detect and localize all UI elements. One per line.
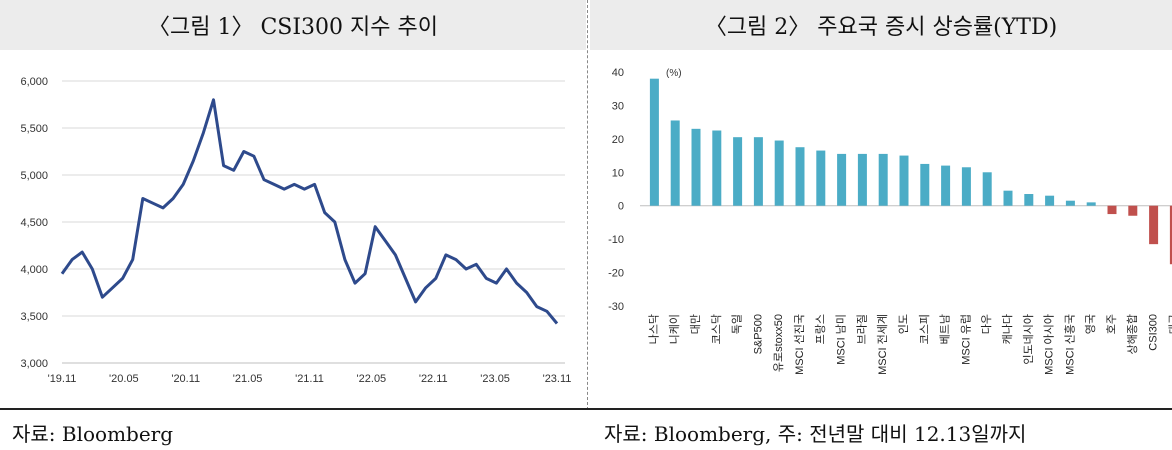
category-label: 코스피 [918, 314, 931, 344]
figure-2-source: 자료: Bloomberg, 주: 전년말 대비 12.13일까지 [604, 422, 1027, 446]
category-label: MSCI 신흥국 [1062, 314, 1076, 375]
y-tick-label: 4,000 [20, 264, 48, 276]
category-label: 영국 [1084, 314, 1097, 334]
bar [795, 147, 805, 206]
category-label: 호주 [1105, 314, 1118, 334]
x-tick-label: '21.11 [295, 373, 324, 385]
bar [816, 150, 826, 206]
csi300-line-chart: 3,000 3,500 4,000 4,500 5,000 5,500 6,000 '19.1… [20, 76, 572, 385]
category-label: 유로stoxx50 [772, 314, 785, 372]
y-tick-label: 3,000 [20, 358, 48, 370]
x-tick-label: '23.11 [543, 373, 572, 385]
bar [899, 155, 909, 206]
category-label: CSI300 [1148, 314, 1160, 351]
bar [920, 163, 930, 206]
panel-divider [587, 0, 588, 410]
y-tick-label: -20 [608, 268, 624, 280]
figure-1-panel: 〈그림 1〉 CSI300 지수 추이 3,000 3,500 4,000 4,500… [0, 0, 586, 410]
category-label: MSCI 유럽 [958, 314, 972, 365]
csi300-series-line [60, 98, 559, 325]
category-label: 코스닥 [710, 314, 723, 344]
y-tick-label: 6,000 [20, 76, 48, 88]
figure-2-panel: 〈그림 2〉 주요국 증시 상승률(YTD) -30 -20 -10 0 10 20 30 4… [590, 0, 1172, 410]
category-label: 다우 [980, 314, 993, 334]
category-label: 프랑스 [814, 314, 827, 344]
ytd-bar-chart: -30 -20 -10 0 10 20 30 40 (%) 나스닥 니케이 대만 코스닥 독일 S&P500… [608, 67, 1172, 375]
category-label: MSCI 아시아 [1043, 314, 1056, 375]
unit-label: (%) [666, 68, 682, 79]
x-tick-label: '22.05 [357, 373, 387, 385]
bar [857, 153, 867, 206]
category-label: 대만 [689, 314, 702, 334]
bar [1024, 194, 1034, 206]
x-tick-label: '19.11 [48, 373, 77, 385]
y-tick-label: 5,000 [20, 170, 48, 182]
x-tick-label: '20.11 [171, 373, 200, 385]
category-label: MSCI 전세계 [876, 314, 889, 375]
bar [961, 167, 971, 206]
category-label: 인도네시아 [1022, 314, 1035, 365]
y-tick-label: 10 [612, 167, 624, 179]
y-tick-label: 5,500 [20, 123, 48, 135]
category-label: 베트남 [939, 314, 952, 344]
y-tick-label: 0 [618, 201, 624, 213]
bar [878, 153, 888, 206]
bottom-rule [0, 408, 1172, 410]
category-label: MSCI 남미 [835, 314, 848, 365]
x-tick-label: '21.05 [233, 373, 263, 385]
y-tick-label: 4,500 [20, 217, 48, 229]
y-tick-label: 30 [612, 100, 624, 112]
category-label: 독일 [730, 314, 744, 334]
bar [774, 140, 784, 206]
bar [712, 130, 722, 206]
y-tick-label: -10 [608, 234, 624, 246]
bar [941, 165, 951, 206]
category-label: MSCI 선진국 [793, 314, 806, 375]
bar [733, 137, 743, 206]
bar [1149, 205, 1159, 245]
category-label: 나스닥 [647, 314, 660, 344]
x-tick-label: '20.05 [109, 373, 139, 385]
category-label: 상해종합 [1125, 314, 1139, 354]
bar [1086, 202, 1096, 206]
bar [1045, 195, 1055, 206]
figure-2-title: 〈그림 2〉 주요국 증시 상승률(YTD) [590, 0, 1172, 50]
category-label: 니케이 [668, 314, 681, 344]
y-tick-label: 20 [612, 134, 624, 146]
figure-1-title: 〈그림 1〉 CSI300 지수 추이 [0, 0, 586, 50]
bar [1065, 200, 1075, 206]
category-label: S&P500 [752, 314, 764, 354]
category-label: 캐나다 [1001, 314, 1014, 344]
x-tick-label: '22.11 [419, 373, 448, 385]
bar [753, 137, 763, 206]
bar [982, 172, 992, 206]
bar [1169, 205, 1172, 265]
category-label: 태국 [1167, 314, 1172, 334]
y-tick-label: 3,500 [20, 311, 48, 323]
figure-1-source: 자료: Bloomberg [12, 422, 174, 446]
bar [1003, 190, 1013, 206]
bar [649, 78, 659, 206]
bar [670, 120, 680, 206]
bar [837, 153, 847, 206]
x-tick-label: '23.05 [480, 373, 510, 385]
bar [1107, 205, 1117, 215]
bar [1128, 205, 1138, 216]
y-tick-label: 40 [612, 67, 624, 79]
bar [691, 128, 701, 206]
category-label: 인도 [897, 314, 910, 334]
category-label: 브라질 [855, 314, 868, 344]
y-tick-label: -30 [608, 301, 624, 313]
